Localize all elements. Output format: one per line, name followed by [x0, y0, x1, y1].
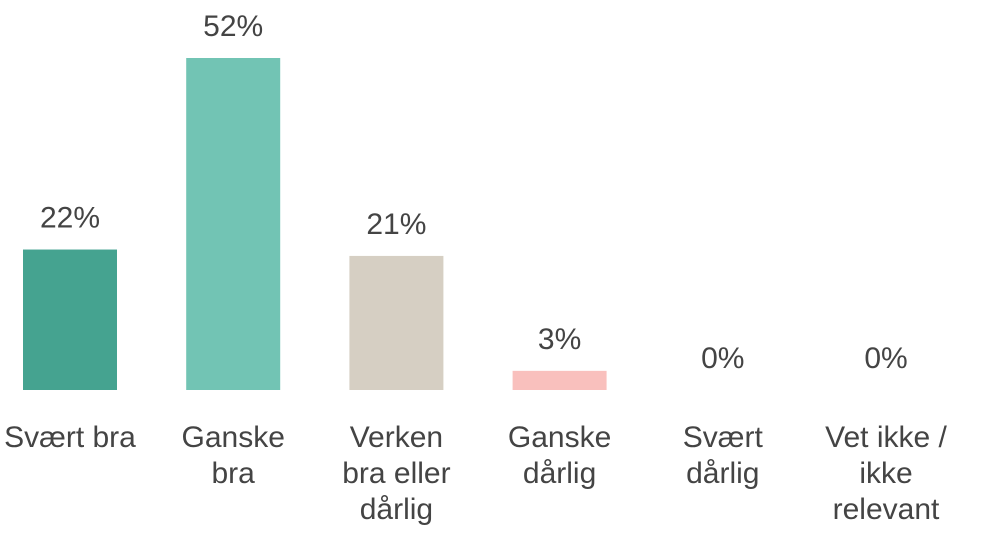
- category-label: Ganske dårlig: [507, 421, 612, 490]
- value-label: 3%: [538, 323, 581, 356]
- category-label: Verken bra eller dårlig: [342, 421, 451, 526]
- category-label: Vet ikke / ikke relevant: [825, 421, 947, 526]
- category-label: Ganske bra: [181, 421, 285, 490]
- value-label: 52%: [203, 10, 263, 43]
- value-label: 0%: [701, 342, 744, 375]
- bar: [186, 58, 281, 390]
- bar: [512, 370, 607, 390]
- value-label: 22%: [40, 201, 100, 234]
- bar: [349, 255, 444, 390]
- value-label: 21%: [366, 208, 426, 241]
- value-label: 0%: [864, 342, 907, 375]
- category-label: Svært dårlig: [682, 421, 763, 490]
- category-label: Svært bra: [4, 421, 136, 454]
- bar: [23, 249, 117, 390]
